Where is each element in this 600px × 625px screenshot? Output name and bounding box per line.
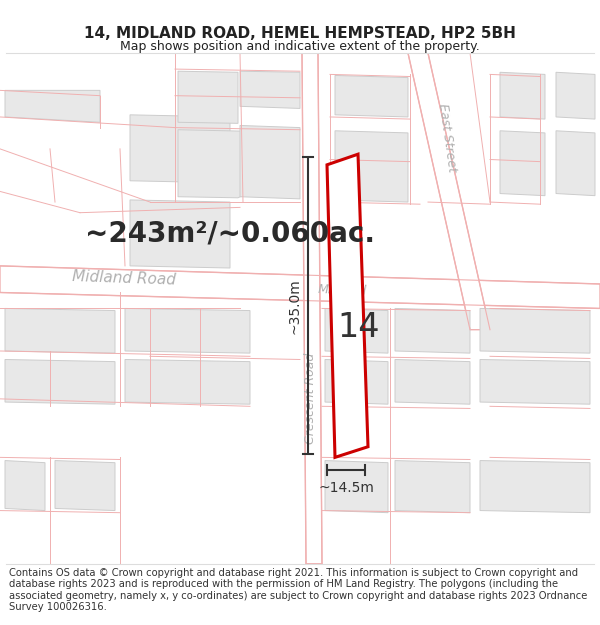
Polygon shape [335,76,408,117]
Polygon shape [480,308,590,353]
Polygon shape [556,131,595,196]
Polygon shape [325,308,388,353]
Polygon shape [125,359,250,404]
Text: 14: 14 [338,311,380,344]
Polygon shape [500,72,545,119]
Text: ~35.0m: ~35.0m [287,278,301,334]
Text: Midland Road: Midland Road [72,269,176,288]
Polygon shape [5,359,115,404]
Polygon shape [130,200,230,268]
Polygon shape [240,126,300,199]
Polygon shape [480,359,590,404]
Text: ~14.5m: ~14.5m [318,481,374,495]
Text: ~243m²/~0.060ac.: ~243m²/~0.060ac. [85,220,375,248]
Polygon shape [125,308,250,353]
Polygon shape [480,461,590,512]
Polygon shape [325,461,388,512]
Polygon shape [55,461,115,511]
Polygon shape [556,72,595,119]
Text: Crescent Road: Crescent Road [305,353,317,444]
Polygon shape [178,71,238,123]
Polygon shape [395,359,470,404]
Polygon shape [395,461,470,512]
Text: Contains OS data © Crown copyright and database right 2021. This information is : Contains OS data © Crown copyright and d… [9,568,587,612]
Polygon shape [0,266,600,308]
Polygon shape [5,91,100,123]
Polygon shape [325,359,388,404]
Text: East Street: East Street [436,103,458,173]
Polygon shape [5,461,45,511]
Text: Map shows position and indicative extent of the property.: Map shows position and indicative extent… [120,40,480,53]
Polygon shape [335,131,408,202]
Polygon shape [5,308,115,353]
Text: Midland: Midland [318,283,367,298]
Polygon shape [408,53,490,330]
Polygon shape [130,115,230,183]
Polygon shape [178,130,275,198]
Polygon shape [240,71,300,109]
Text: 14, MIDLAND ROAD, HEMEL HEMPSTEAD, HP2 5BH: 14, MIDLAND ROAD, HEMEL HEMPSTEAD, HP2 5… [84,26,516,41]
Polygon shape [395,308,470,353]
Polygon shape [302,53,322,564]
Polygon shape [500,131,545,196]
Polygon shape [327,154,368,458]
